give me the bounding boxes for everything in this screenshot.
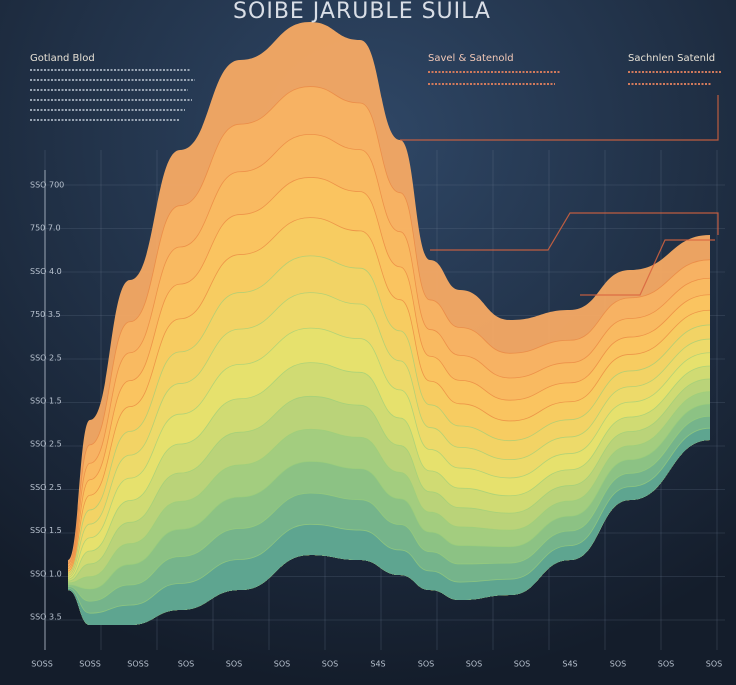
contour-line: [67, 292, 711, 576]
title: SOIBE JARUBLE SUILA: [233, 0, 491, 24]
x-label: SOS: [610, 660, 626, 669]
y-label: SSO 2.5: [30, 440, 62, 449]
y-label: SSO 700: [30, 181, 64, 190]
contour-line: [67, 362, 711, 580]
contour-line: [67, 415, 711, 602]
surface: [67, 22, 711, 626]
x-label: SOS: [322, 660, 338, 669]
contour-line: [67, 177, 711, 570]
contour-line: [67, 327, 711, 578]
contour-line: [67, 403, 711, 590]
x-label: SOS: [514, 660, 530, 669]
filler-text: [30, 69, 722, 121]
surface-band: [68, 428, 710, 625]
contour-line: [67, 378, 711, 582]
contour-line: [67, 86, 711, 565]
y-label: SSO 4.0: [30, 267, 62, 276]
x-label: SOS: [418, 660, 434, 669]
panel-heading: Gotland Blod: [30, 53, 95, 64]
contour-line: [67, 427, 711, 614]
step-lines: [400, 95, 719, 296]
x-label: SOS: [466, 660, 482, 669]
y-label: SSO 3.5: [30, 613, 62, 622]
x-label: SOS: [178, 660, 194, 669]
x-label: S4S: [370, 660, 385, 669]
y-label: SSO 2.5: [30, 483, 62, 492]
contour-line: [67, 133, 711, 567]
contour-line: [67, 391, 711, 584]
y-label: SSO 1.5: [30, 397, 62, 406]
x-label: SOS: [274, 660, 290, 669]
x-label: SOS: [706, 660, 722, 669]
x-label: SOSS: [79, 660, 101, 669]
y-label: SSO 2.5: [30, 353, 62, 362]
panel-heading: Sachnlen Satenld: [628, 53, 715, 64]
contour-line: [67, 255, 711, 574]
x-label: SOSS: [127, 660, 149, 669]
x-label: SOS: [226, 660, 242, 669]
y-label: SSO 1.5: [30, 526, 62, 535]
panel-heading: Savel & Satenold: [428, 53, 514, 64]
x-label: SOSS: [31, 660, 53, 669]
x-label: S4S: [562, 660, 577, 669]
x-label: SOS: [658, 660, 674, 669]
contour-line: [67, 217, 711, 572]
y-label: SSO 1.0: [30, 569, 62, 578]
